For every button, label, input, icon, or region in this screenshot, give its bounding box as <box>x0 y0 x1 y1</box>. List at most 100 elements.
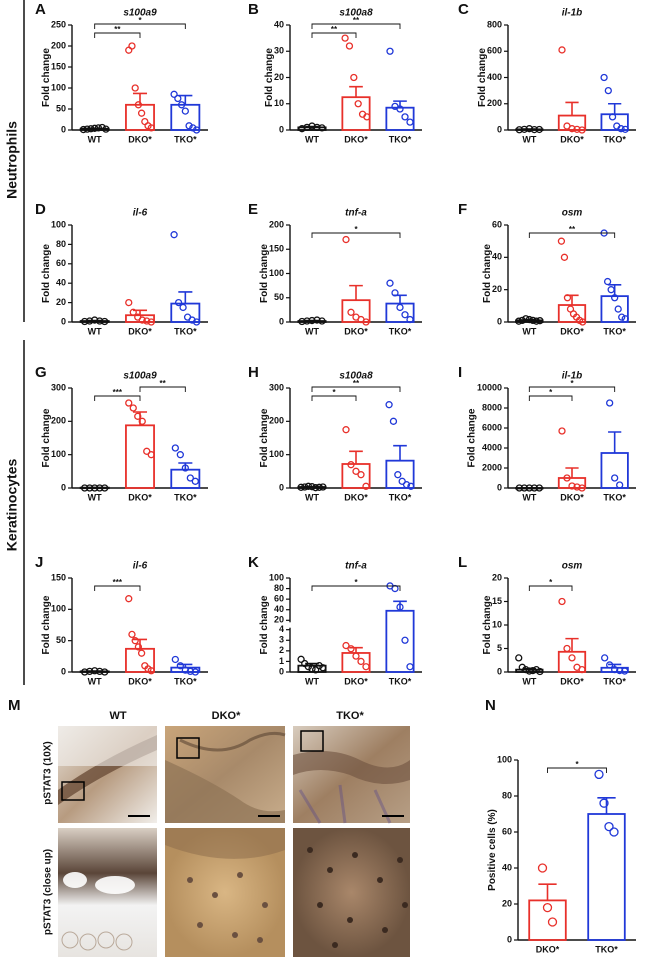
data-point <box>125 298 133 307</box>
x-tick-label: DKO* <box>128 676 152 686</box>
y-tick-label: 10 <box>492 619 502 629</box>
data-point <box>342 235 350 244</box>
error-bar <box>565 637 579 652</box>
column-label: WT <box>109 710 126 722</box>
significance-label: * <box>332 388 336 397</box>
y-tick-label: 80 <box>274 583 284 593</box>
significance-bracket <box>311 23 401 29</box>
significance-label: *** <box>113 578 123 587</box>
bar <box>557 114 587 131</box>
y-tick-label: 50 <box>274 292 284 302</box>
data-point <box>98 123 106 132</box>
y-axis-label: Fold change <box>41 48 52 107</box>
bar <box>385 302 415 323</box>
x-tick-label: WT <box>88 134 102 144</box>
data-point <box>573 125 581 133</box>
data-point <box>611 666 619 674</box>
y-tick-label: 150 <box>51 61 66 71</box>
y-tick-label: 2 <box>279 645 284 655</box>
panel-letter: A <box>35 1 46 18</box>
data-point <box>347 461 355 469</box>
x-tick-label: DKO* <box>560 326 584 336</box>
data-point <box>357 657 365 666</box>
panel-letter: H <box>248 364 259 381</box>
error-bar <box>393 294 407 304</box>
significance-bracket <box>528 232 616 238</box>
bar <box>385 609 415 673</box>
y-tick-label: 200 <box>487 98 502 108</box>
data-point <box>525 125 533 133</box>
y-tick-label: 4 <box>279 624 284 634</box>
x-tick-label: DKO* <box>128 326 152 336</box>
significance-label: * <box>570 379 574 388</box>
chart-title: tnf-a <box>345 208 367 219</box>
data-point <box>558 46 566 54</box>
data-point <box>345 42 354 50</box>
data-point <box>515 317 523 325</box>
y-axis-label: Fold change <box>41 408 52 467</box>
data-point <box>530 125 538 134</box>
significance-bracket <box>94 32 141 38</box>
data-point <box>318 124 326 132</box>
data-point <box>341 34 349 42</box>
error-bar <box>393 444 407 461</box>
significance-label: * <box>575 760 579 769</box>
data-point <box>515 654 523 662</box>
panel-letter: L <box>458 554 467 571</box>
data-point <box>535 125 543 134</box>
data-point <box>515 484 523 492</box>
data-point <box>547 917 558 927</box>
x-tick-label: DKO* <box>128 134 152 144</box>
error-bar <box>393 600 407 611</box>
column-label: TKO* <box>336 710 364 722</box>
x-tick-label: TKO* <box>389 326 412 336</box>
data-point <box>525 667 533 675</box>
significance-bracket <box>528 386 616 392</box>
data-point <box>181 464 189 472</box>
data-point <box>91 124 99 132</box>
data-point <box>607 286 615 294</box>
y-tick-label: 60 <box>492 219 502 229</box>
y-axis-label: Fold change <box>259 244 270 303</box>
data-point <box>573 483 581 491</box>
data-point <box>563 474 571 482</box>
data-point <box>319 664 327 672</box>
bar <box>341 463 371 489</box>
data-point <box>616 666 624 675</box>
x-tick-label: WT <box>522 492 536 502</box>
significance-label: ** <box>331 25 338 34</box>
y-tick-label: 0 <box>61 124 66 134</box>
data-point <box>192 318 201 326</box>
data-point <box>96 317 104 325</box>
chart-title: il-1b <box>562 8 583 19</box>
data-point <box>298 317 306 326</box>
data-point <box>606 399 614 407</box>
data-point <box>311 666 320 674</box>
panel-letter: F <box>458 201 467 218</box>
y-tick-label: 100 <box>269 572 284 582</box>
y-tick-label: 20 <box>274 72 284 82</box>
x-tick-label: WT <box>305 676 319 686</box>
y-tick-label: 0 <box>497 666 502 676</box>
data-point <box>396 603 404 611</box>
bar <box>600 452 629 489</box>
significance-bracket <box>528 395 573 401</box>
data-point <box>352 467 360 475</box>
y-tick-label: 300 <box>269 382 284 392</box>
y-tick-label: 1 <box>279 656 284 666</box>
data-point <box>568 482 576 490</box>
data-point <box>342 641 350 650</box>
data-point <box>313 123 321 132</box>
error-bar <box>349 284 363 301</box>
panel-letter: N <box>485 697 496 714</box>
y-tick-label: 100 <box>497 754 512 764</box>
panel-letter: K <box>248 554 259 571</box>
x-tick-label: TKO* <box>174 134 197 144</box>
significance-label: ** <box>353 16 360 25</box>
data-point <box>134 643 143 651</box>
y-tick-label: 100 <box>51 604 66 614</box>
y-tick-label: 200 <box>269 219 284 229</box>
y-tick-label: 60 <box>274 594 284 604</box>
data-point <box>101 317 109 326</box>
